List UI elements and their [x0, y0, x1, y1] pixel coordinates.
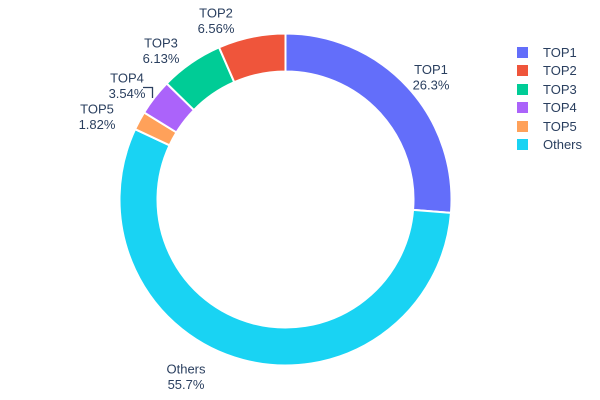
- slice-label-top2: TOP2 6.56%: [198, 6, 235, 37]
- legend-item-others[interactable]: Others: [517, 136, 582, 155]
- legend-item-top5[interactable]: TOP5: [517, 117, 582, 136]
- legend-item-top3[interactable]: TOP3: [517, 80, 582, 99]
- legend-label-others: Others: [543, 137, 583, 153]
- slice-label-top1: TOP1 26.3%: [413, 62, 450, 93]
- legend-swatch-top2: [517, 65, 528, 77]
- pie-slice-top1[interactable]: [284, 32, 453, 214]
- pie-slice-top2[interactable]: [218, 32, 287, 84]
- legend-item-top1[interactable]: TOP1: [517, 43, 582, 62]
- legend-label-top1: TOP1: [543, 44, 577, 60]
- legend-swatch-top4: [517, 102, 528, 114]
- legend-swatch-top3: [517, 83, 528, 95]
- legend-label-top2: TOP2: [543, 63, 577, 79]
- legend: TOP1 TOP2 TOP3 TOP4 TOP5 Others: [517, 43, 582, 154]
- legend-label-top4: TOP4: [543, 100, 577, 116]
- legend-item-top2[interactable]: TOP2: [517, 62, 582, 81]
- slice-label-others: Others 55.7%: [166, 362, 206, 393]
- legend-swatch-others: [517, 139, 528, 151]
- legend-label-top5: TOP5: [543, 118, 577, 134]
- legend-label-top3: TOP3: [543, 81, 577, 97]
- legend-swatch-top1: [517, 46, 528, 58]
- slice-label-top5: TOP5 1.82%: [79, 102, 116, 133]
- legend-swatch-top5: [517, 120, 528, 132]
- legend-item-top4[interactable]: TOP4: [517, 99, 582, 118]
- pie-slice-others[interactable]: [118, 128, 452, 367]
- label-leader-line-top4: [143, 86, 154, 98]
- slice-label-top4: TOP4 3.54%: [109, 71, 146, 102]
- slice-label-top3: TOP3 6.13%: [143, 36, 180, 67]
